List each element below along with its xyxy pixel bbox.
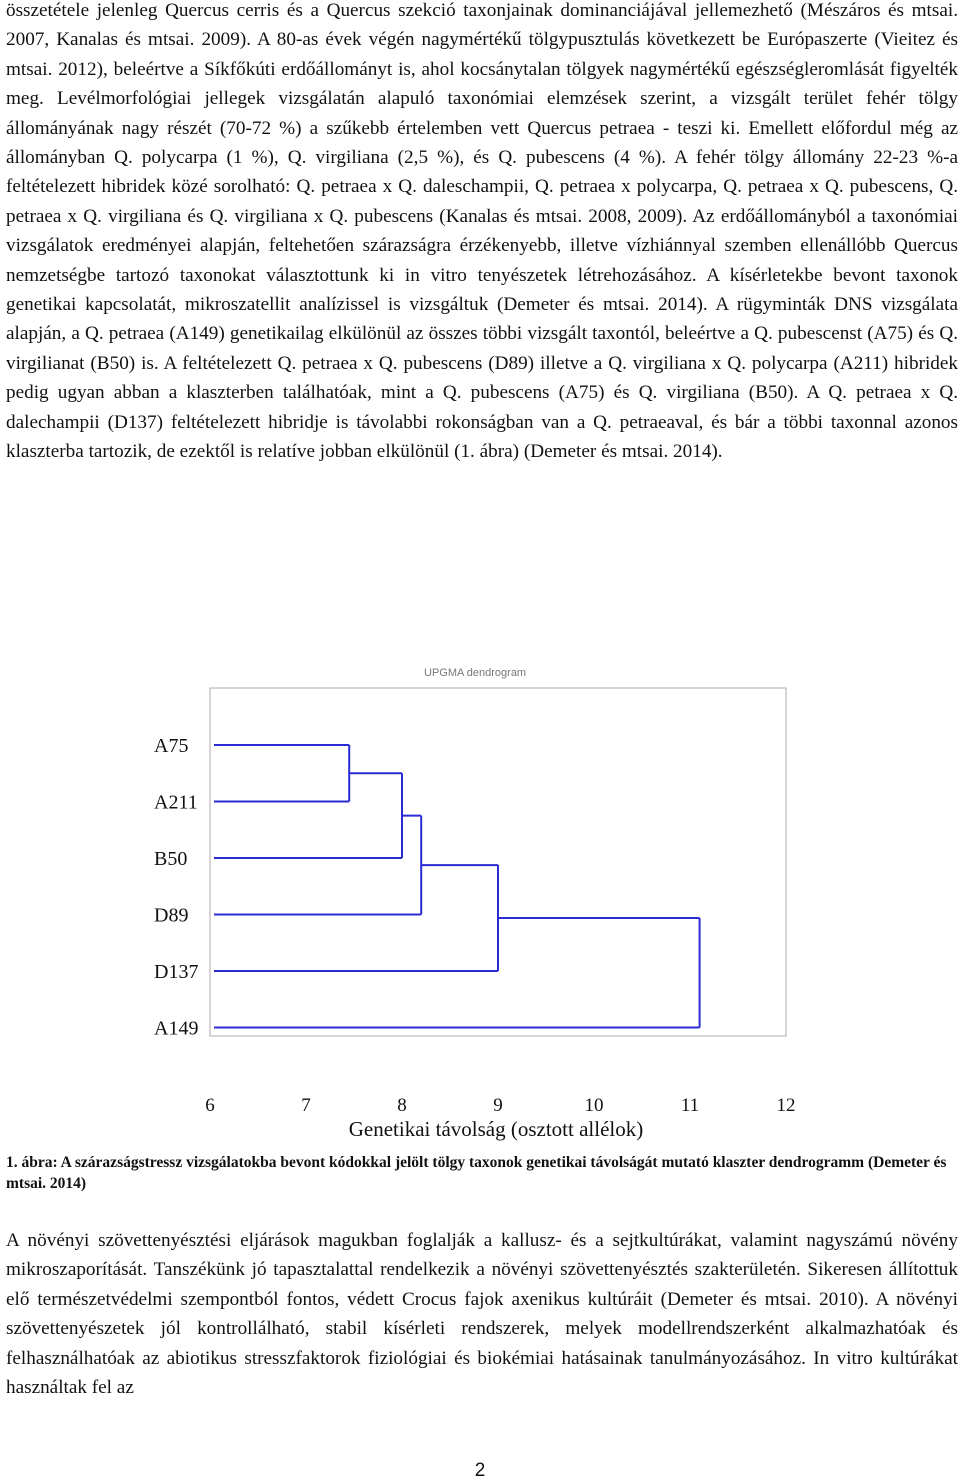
x-tick-12: 12 xyxy=(777,1095,796,1116)
x-tick-9: 9 xyxy=(493,1095,503,1116)
dendrogram-branches xyxy=(214,744,701,1029)
leaf-label-d137: D137 xyxy=(154,961,198,983)
dendrogram-chart: UPGMA dendrogram A75 A211 B50 D89 D137 A149 6… xyxy=(154,667,796,1141)
leaf-label-b50: B50 xyxy=(154,848,187,870)
chart-title: UPGMA dendrogram xyxy=(424,667,526,679)
x-axis-label: Genetikai távolság (osztott allélok) xyxy=(349,1117,644,1141)
leaf-label-a211: A211 xyxy=(154,792,198,814)
page-number: 2 xyxy=(474,1460,486,1481)
body-paragraph-2: A növényi szövettenyésztési eljárások ma… xyxy=(6,1230,958,1399)
leaf-label-d89: D89 xyxy=(154,905,188,927)
leaf-label-a75: A75 xyxy=(154,735,188,757)
leaf-label-a149: A149 xyxy=(154,1018,198,1040)
x-tick-11: 11 xyxy=(681,1095,699,1116)
leaf-labels: A75 A211 B50 D89 D137 A149 xyxy=(154,735,198,1040)
x-tick-6: 6 xyxy=(205,1095,215,1116)
dendrogram-figure: UPGMA dendrogram A75 A211 B50 D89 D137 A149 6… xyxy=(0,650,960,1150)
figure-caption: 1. ábra: A szárazságstressz vizsgálatokb… xyxy=(6,1154,947,1192)
x-axis-ticks: 6 7 8 9 10 11 12 xyxy=(205,1095,795,1116)
plot-frame xyxy=(209,687,787,1037)
body-paragraph-1: összetétele jelenleg Quercus cerris és a… xyxy=(6,0,958,463)
x-tick-10: 10 xyxy=(585,1095,604,1116)
x-tick-8: 8 xyxy=(397,1095,407,1116)
x-tick-7: 7 xyxy=(301,1095,311,1116)
